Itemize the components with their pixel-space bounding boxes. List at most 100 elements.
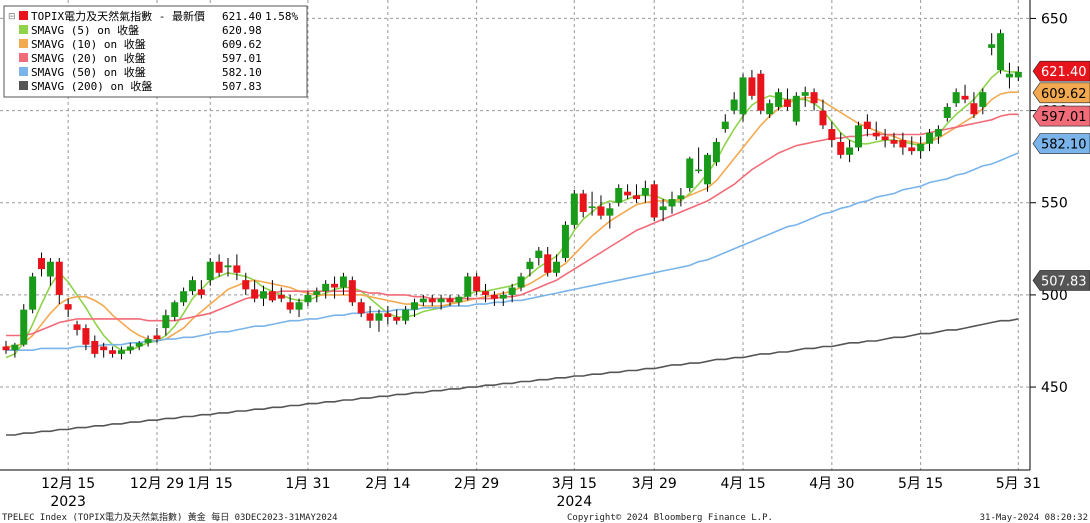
candle-body (331, 283, 339, 288)
legend-series-name: SMAVG (20) on 收盤 (31, 51, 146, 65)
candle-body (615, 188, 623, 203)
grid-lines (0, 0, 1030, 470)
legend-swatch-candles (19, 11, 28, 20)
value-badge-label: 507.83 (1041, 274, 1087, 289)
candle-body (544, 254, 552, 273)
candle-body (55, 261, 63, 295)
x-tick-label: 2月 14 (365, 476, 410, 492)
candle-body (402, 309, 410, 321)
candle-body (712, 141, 720, 163)
candle-body (979, 92, 987, 107)
candle-body (260, 291, 268, 299)
x-tick-label: 4月 15 (720, 476, 765, 492)
candle-body (46, 261, 54, 277)
candle-body (908, 147, 916, 152)
legend-box (3, 5, 308, 98)
legend-title: TOPIX電力及天然氣指數 - 最新價 (31, 9, 205, 23)
value-badge (1032, 60, 1090, 82)
legend-series-name: SMAVG (50) on 收盤 (31, 65, 146, 79)
candle-body (588, 206, 596, 208)
candle-body (29, 276, 37, 310)
candle-body (171, 302, 179, 318)
legend-swatch (19, 25, 28, 34)
legend-swatch (19, 67, 28, 76)
candle-body (91, 340, 99, 354)
candle-body (668, 199, 676, 207)
candle-body (410, 302, 418, 310)
candle-body (242, 280, 250, 290)
candle-body (224, 265, 232, 268)
candle-body (988, 44, 996, 48)
candle-body (624, 191, 632, 196)
candle-body (641, 188, 649, 196)
candle-body (384, 313, 392, 318)
candle-body (961, 95, 969, 100)
sma-line (6, 318, 1019, 436)
candle-body (535, 250, 543, 259)
candle-body (899, 140, 907, 148)
candle-body (934, 129, 942, 137)
footer: TPELEC Index (TOPIX電力及天然氣指數) 黃金 每日 03DEC… (2, 511, 1088, 523)
value-badges: 621.40 609.62 597.01 582.10 507.83 (1032, 60, 1090, 291)
x-tick-label: 1月 31 (285, 476, 330, 492)
candle-body (721, 121, 729, 130)
value-badge (1032, 270, 1090, 291)
value-badge (1032, 133, 1090, 154)
candle-body (482, 291, 490, 295)
candle-body (117, 350, 125, 354)
candle-body (162, 315, 170, 329)
candle-body (801, 92, 809, 96)
candle-body (775, 92, 783, 107)
y-tick-label: 450 (1041, 380, 1068, 396)
candle-body (100, 346, 108, 351)
candle-body (366, 313, 374, 321)
candle-body (819, 110, 827, 126)
candle-body (890, 140, 898, 144)
candle-body (11, 344, 19, 351)
value-badge (1032, 105, 1090, 127)
candle-body (437, 298, 445, 303)
candle-body (339, 276, 347, 288)
candle-body (64, 304, 72, 310)
candle-body (251, 289, 259, 299)
candle-body (704, 154, 712, 185)
candle-body (419, 298, 427, 303)
candle-body (82, 328, 90, 345)
candle-body (180, 291, 188, 303)
candle-body (375, 313, 383, 321)
legend-swatch (19, 53, 28, 62)
value-badge-label: 597.01 (1041, 110, 1087, 125)
candle-body (1005, 73, 1013, 78)
candle-body (659, 206, 667, 211)
candle-body (854, 125, 862, 148)
legend-collapse-icon[interactable]: ⊟ (8, 12, 16, 22)
legend-series-name: SMAVG (5) on 收盤 (31, 23, 139, 37)
candle-body (730, 99, 738, 111)
candle-body (846, 147, 854, 155)
footer-left: TPELEC Index (TOPIX電力及天然氣指數) 黃金 每日 03DEC… (2, 511, 338, 523)
footer-center: Copyright© 2024 Bloomberg Finance L.P. (567, 513, 773, 523)
candle-body (570, 193, 578, 225)
candle-body (464, 276, 472, 297)
candle-body (597, 206, 605, 216)
legend[interactable]: ⊟ TOPIX電力及天然氣指數 - 最新價 621.40 1.58% SMAVG… (3, 5, 308, 98)
x-year-label: 2023 (50, 494, 86, 510)
candle-body (446, 298, 454, 303)
candle-body (393, 317, 401, 321)
candle-body (739, 77, 747, 115)
candle-body (810, 92, 818, 104)
candle-body (561, 224, 569, 259)
candle-body (792, 95, 800, 122)
candle-body (2, 346, 10, 351)
candle-body (304, 294, 312, 303)
legend-series-name: SMAVG (200) on 收盤 (31, 79, 152, 93)
legend-series-name: SMAVG (10) on 收盤 (31, 37, 146, 51)
candles (2, 29, 1022, 360)
x-tick-label: 12月 15 (41, 476, 95, 492)
y-tick-label: 650 (1041, 11, 1068, 27)
legend-series-value: 582.10 (222, 66, 262, 79)
x-tick-label: 5月 15 (898, 476, 943, 492)
candle-body (970, 103, 978, 115)
x-tick-label: 12月 29 (130, 476, 184, 492)
candle-body (126, 346, 134, 351)
